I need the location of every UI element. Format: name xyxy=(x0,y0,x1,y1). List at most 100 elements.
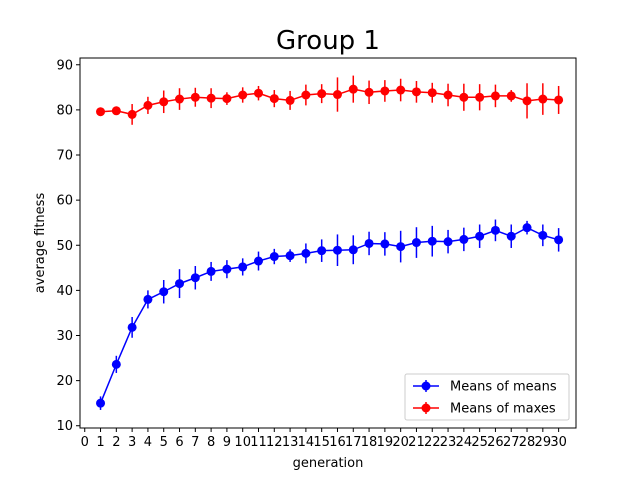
x-tick-label: 23 xyxy=(440,435,457,450)
x-tick-label: 30 xyxy=(550,435,567,450)
x-tick-label: 13 xyxy=(282,435,299,450)
y-tick-label: 70 xyxy=(56,149,73,164)
data-point xyxy=(175,279,185,289)
x-tick-label: 15 xyxy=(313,435,330,450)
y-tick-label: 10 xyxy=(56,419,73,434)
x-tick-label: 27 xyxy=(503,435,520,450)
y-tick-label: 40 xyxy=(56,284,73,299)
data-point xyxy=(269,94,279,104)
x-tick-label: 11 xyxy=(250,435,267,450)
data-point xyxy=(143,100,153,110)
plot-frame xyxy=(79,57,577,429)
x-tick-label: 7 xyxy=(191,435,199,450)
x-tick-label: 21 xyxy=(408,435,425,450)
x-tick-label: 1 xyxy=(96,435,104,450)
error-bars xyxy=(99,75,560,410)
x-tick-label: 2 xyxy=(112,435,120,450)
data-point xyxy=(96,398,106,408)
x-tick-label: 20 xyxy=(392,435,409,450)
x-tick-label: 29 xyxy=(535,435,552,450)
y-tick-label: 60 xyxy=(56,194,73,209)
y-tick-label: 90 xyxy=(56,58,73,73)
data-point xyxy=(475,231,485,241)
data-point xyxy=(332,90,342,100)
data-point xyxy=(159,97,169,107)
data-point xyxy=(364,87,374,97)
x-tick-label: 9 xyxy=(223,435,231,450)
data-point xyxy=(443,237,453,247)
data-point xyxy=(475,92,485,102)
data-point xyxy=(554,95,564,105)
x-tick-label: 4 xyxy=(144,435,152,450)
x-tick-label: 6 xyxy=(175,435,183,450)
data-point xyxy=(253,88,263,98)
x-tick-label: 8 xyxy=(207,435,215,450)
data-point xyxy=(396,85,406,95)
x-tick-label: 24 xyxy=(456,435,473,450)
legend-box xyxy=(404,373,570,421)
x-tick-label: 28 xyxy=(519,435,536,450)
data-point xyxy=(222,264,232,274)
x-tick-label: 17 xyxy=(345,435,362,450)
data-point xyxy=(269,252,279,262)
y-tick-label: 30 xyxy=(56,329,73,344)
legend: Means of means Means of maxes xyxy=(404,373,570,421)
data-point xyxy=(317,89,327,99)
data-point xyxy=(490,91,500,101)
legend-label: Means of means xyxy=(450,380,557,395)
x-tick-label: 22 xyxy=(424,435,441,450)
data-point xyxy=(127,109,137,119)
legend-label: Means of maxes xyxy=(450,402,556,417)
x-tick-label: 0 xyxy=(81,435,89,450)
data-point xyxy=(96,107,106,117)
data-point xyxy=(538,94,548,104)
data-point xyxy=(206,93,216,103)
x-axis-ticks: 0 1 2 3 4 5 6 7 8 9 10 11 12 13 14 15 16 17 18 19 20 21 22 23 24… xyxy=(81,428,567,450)
data-point xyxy=(238,262,248,272)
data-point xyxy=(127,322,137,332)
x-tick-label: 26 xyxy=(487,435,504,450)
chart-title: Group 1 xyxy=(276,26,380,56)
data-points xyxy=(96,84,564,408)
data-point xyxy=(222,94,232,104)
data-point xyxy=(238,90,248,100)
data-point xyxy=(348,245,358,255)
data-point xyxy=(443,90,453,100)
data-point xyxy=(206,266,216,276)
data-point xyxy=(522,223,532,233)
data-point xyxy=(301,248,311,258)
series-lines xyxy=(99,88,559,404)
data-point xyxy=(111,359,121,369)
x-axis-label: generation xyxy=(293,456,364,471)
legend-marker xyxy=(421,381,431,391)
x-tick-label: 5 xyxy=(160,435,168,450)
data-point xyxy=(190,92,200,102)
x-tick-label: 14 xyxy=(298,435,315,450)
data-point xyxy=(175,94,185,104)
data-point xyxy=(411,238,421,248)
y-tick-label: 20 xyxy=(56,374,73,389)
data-point xyxy=(301,90,311,100)
data-point xyxy=(317,246,327,256)
x-tick-label: 19 xyxy=(377,435,394,450)
x-tick-label: 18 xyxy=(361,435,378,450)
y-axis-label: average fitness xyxy=(33,193,48,294)
data-point xyxy=(522,96,532,106)
data-point xyxy=(506,91,516,101)
data-point xyxy=(143,294,153,304)
data-point xyxy=(538,230,548,240)
data-point xyxy=(285,95,295,105)
data-point xyxy=(253,256,263,266)
data-point xyxy=(332,245,342,255)
data-point xyxy=(427,88,437,98)
y-tick-label: 50 xyxy=(56,239,73,254)
data-point xyxy=(554,235,564,245)
legend-marker xyxy=(421,403,431,413)
data-point xyxy=(459,92,469,102)
data-point xyxy=(411,87,421,97)
x-tick-label: 10 xyxy=(234,435,251,450)
data-point xyxy=(506,231,516,241)
data-point xyxy=(380,86,390,96)
data-point xyxy=(459,234,469,244)
